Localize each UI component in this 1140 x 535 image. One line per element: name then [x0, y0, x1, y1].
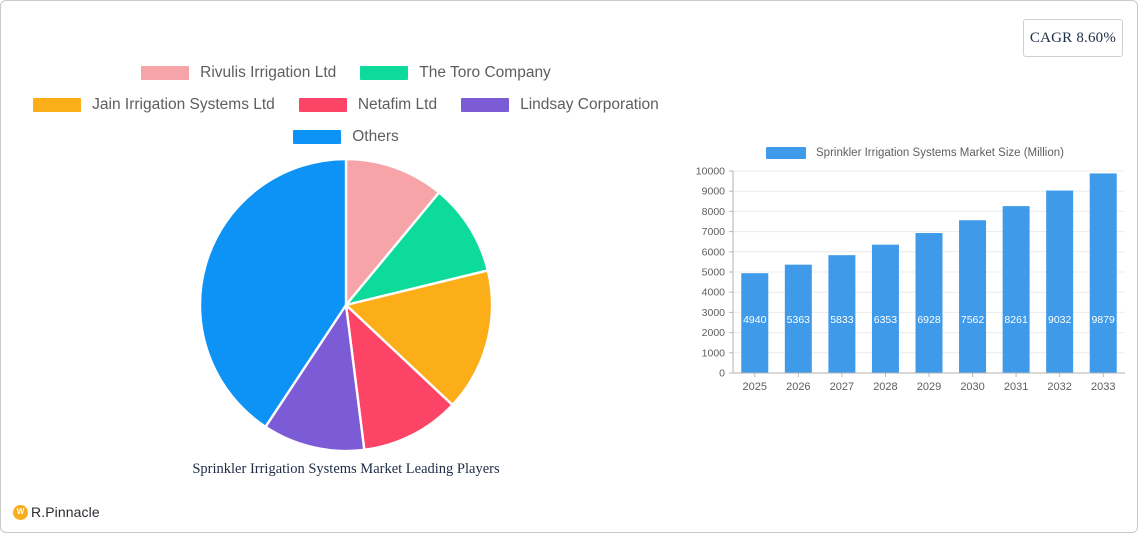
- bar-x-tick-label: 2031: [1004, 381, 1028, 393]
- bar-axis-lines: [732, 171, 1125, 374]
- bar-rect[interactable]: [915, 233, 943, 373]
- bar-value-label: 5833: [830, 314, 854, 326]
- pie-legend-item[interactable]: Netafim Ltd: [298, 91, 438, 119]
- bar-x-tick-label: 2025: [743, 381, 767, 393]
- pie-legend-item[interactable]: Lindsay Corporation: [461, 91, 659, 119]
- bar-rect[interactable]: [741, 273, 769, 373]
- bar-x-tick-label: 2029: [917, 381, 941, 393]
- bar-value-label: 8261: [1004, 314, 1028, 326]
- pie-chart-panel: Rivulis Irrigation Ltd The Toro Company Ja…: [1, 59, 691, 478]
- pie-slice[interactable]: [264, 303, 366, 451]
- bar-rect[interactable]: [828, 255, 856, 373]
- bar-rect[interactable]: [784, 264, 812, 373]
- pie-legend-swatch: [461, 98, 510, 112]
- pie-legend-label: Rivulis Irrigation Ltd: [200, 64, 337, 81]
- pie-slice[interactable]: [344, 269, 494, 407]
- bar-y-tick-label: 1000: [702, 347, 726, 359]
- bar-value-label: 6928: [917, 314, 941, 326]
- bar-x-tick-label: 2027: [830, 381, 854, 393]
- pie-legend-swatch: [298, 98, 347, 112]
- bar-y-tick-label: 4000: [702, 287, 726, 299]
- bar-rect[interactable]: [871, 244, 899, 373]
- pie-legend-swatch: [33, 98, 82, 112]
- pie-legend-row: Jain Irrigation Systems Ltd Netafim Ltd Li…: [16, 91, 676, 119]
- bar-chart-svg: 0 1000 2000 3000 4000 5000 6000 7000 8000 9000 100…: [696, 166, 1125, 393]
- pie-legend-item[interactable]: Jain Irrigation Systems Ltd: [33, 91, 275, 119]
- pie-legend-item[interactable]: Rivulis Irrigation Ltd: [141, 59, 336, 87]
- bar-value-label: 9032: [1048, 314, 1072, 326]
- cagr-badge: CAGR 8.60%: [1023, 19, 1123, 57]
- bar-rect[interactable]: [1046, 190, 1074, 373]
- bar-y-tick-label: 0: [719, 368, 725, 380]
- pinnacle-logo-icon: W: [13, 504, 28, 520]
- bar-value-label: 9879: [1092, 314, 1116, 326]
- bar-legend-swatch: [766, 147, 807, 159]
- bar-value-labels: 4940 5363 5833 6353 6928 7562 8261 9032 9879: [743, 314, 1115, 326]
- watermark: W R.Pinnacle: [13, 504, 100, 520]
- bar-y-tick-label: 9000: [702, 186, 726, 198]
- pie-legend-swatch: [360, 66, 409, 80]
- bar-value-label: 6353: [874, 314, 898, 326]
- pie-slice[interactable]: [344, 191, 490, 307]
- bar-y-axis-tick-labels: 0 1000 2000 3000 4000 5000 6000 7000 8000 9000 100…: [696, 166, 725, 380]
- pie-legend-label: The Toro Company: [419, 64, 551, 81]
- bar-y-tick-label: 2000: [702, 327, 726, 339]
- bar-y-tick-label: 6000: [702, 246, 726, 258]
- pie-legend-swatch: [293, 130, 342, 144]
- cagr-badge-label: CAGR 8.60%: [1029, 29, 1117, 46]
- bar-y-tick-label: 10000: [696, 166, 725, 178]
- bar-y-tick-label: 3000: [702, 307, 726, 319]
- bar-series: [741, 173, 1117, 373]
- pie-slice[interactable]: [344, 303, 454, 451]
- bar-rect[interactable]: [1002, 206, 1030, 373]
- bar-y-tick-label: 8000: [702, 206, 726, 218]
- bar-value-label: 4940: [743, 314, 767, 326]
- pie-legend-row: Rivulis Irrigation Ltd The Toro Company: [16, 59, 676, 87]
- bar-value-label: 7562: [961, 314, 985, 326]
- bar-y-tick-label: 7000: [702, 226, 726, 238]
- bar-x-tick-label: 2026: [786, 381, 810, 393]
- pie-legend-swatch: [141, 66, 190, 80]
- bar-x-axis-tick-labels: 2025 2026 2027 2028 2029 2030 2031 2032 2033: [743, 381, 1116, 393]
- pie-legend-label: Jain Irrigation Systems Ltd: [92, 96, 275, 113]
- bar-x-tick-label: 2032: [1047, 381, 1071, 393]
- pie-chart-title: Sprinkler Irrigation Systems Market Lead…: [192, 461, 500, 477]
- bar-x-tick-label: 2033: [1091, 381, 1115, 393]
- pie-slice[interactable]: [198, 159, 348, 428]
- bar-rect[interactable]: [1089, 173, 1117, 373]
- bar-y-tick-label: 5000: [702, 267, 726, 279]
- pie-legend-label: Others: [352, 128, 399, 145]
- pie-legend-row: Others: [16, 123, 676, 151]
- bar-x-tick-label: 2030: [960, 381, 984, 393]
- bar-legend: Sprinkler Irrigation Systems Market Size…: [699, 143, 1131, 163]
- pie-legend-item[interactable]: Others: [293, 123, 399, 151]
- pie-legend-item[interactable]: The Toro Company: [360, 59, 551, 87]
- pie-legend: Rivulis Irrigation Ltd The Toro Company Ja…: [16, 59, 676, 151]
- pie-legend-label: Lindsay Corporation: [520, 96, 659, 113]
- pie-chart-graphic: [196, 159, 496, 451]
- bar-rect[interactable]: [959, 220, 987, 373]
- pie-svg: [198, 159, 494, 451]
- pie-slice-group: [198, 159, 494, 451]
- bar-y-axis-tick-marks: [729, 170, 1104, 377]
- bar-legend-label: Sprinkler Irrigation Systems Market Size…: [816, 147, 1064, 159]
- pie-slice[interactable]: [344, 159, 441, 307]
- watermark-label: R.Pinnacle: [31, 504, 100, 520]
- bar-value-label: 5363: [787, 314, 811, 326]
- bar-chart-panel: Sprinkler Irrigation Systems Market Size…: [691, 143, 1131, 415]
- pie-legend-label: Netafim Ltd: [357, 96, 438, 113]
- bar-x-tick-label: 2028: [873, 381, 897, 393]
- pinnacle-logo-mark: W: [16, 507, 25, 516]
